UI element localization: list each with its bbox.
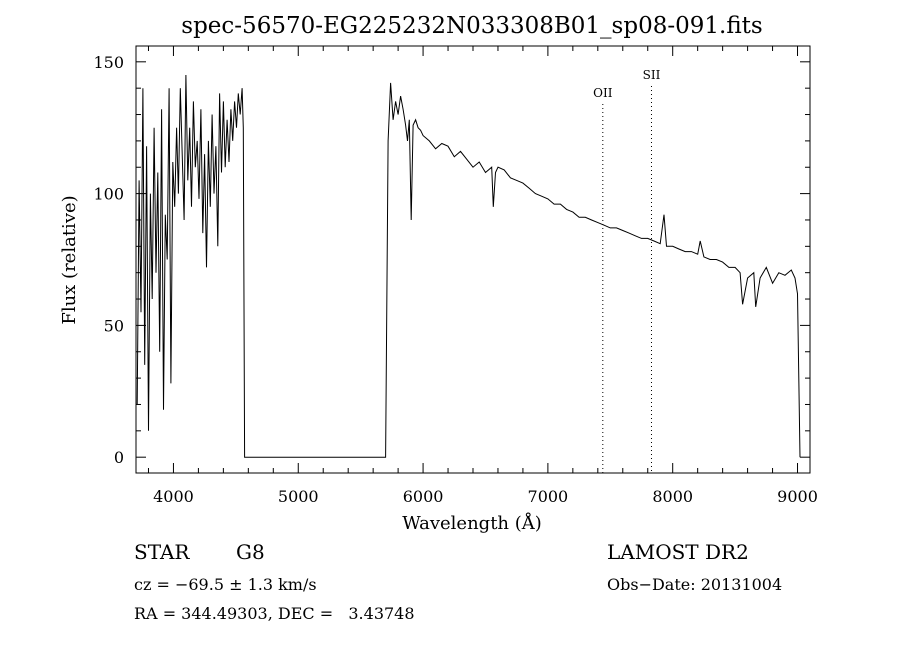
obs-date: Obs−Date: 20131004 [607, 575, 783, 594]
spectrum-line [136, 74, 801, 458]
object-subclass: G8 [236, 540, 265, 564]
x-tick-label: 5000 [278, 487, 319, 506]
y-tick-label: 0 [114, 448, 124, 467]
y-tick-label: 100 [93, 185, 124, 204]
x-tick-label: 9000 [777, 487, 818, 506]
velocity-readout: cz = −69.5 ± 1.3 km/s [134, 575, 317, 594]
y-axis-label: Flux (relative) [59, 195, 80, 324]
coordinates: RA = 344.49303, DEC = 3.43748 [134, 604, 415, 623]
line-annotations: OII SII [593, 68, 661, 473]
axis-ticks [136, 46, 810, 473]
object-class: STAR [134, 540, 190, 564]
x-axis-label: Wavelength (Å) [402, 512, 542, 534]
x-tick-label: 7000 [528, 487, 569, 506]
x-tick-label: 6000 [403, 487, 444, 506]
y-tick-label: 150 [93, 53, 124, 72]
tick-labels: 4000 5000 6000 7000 8000 9000 0 50 100 150 [93, 53, 817, 506]
annotation-label: SII [643, 68, 661, 82]
y-tick-label: 50 [104, 316, 124, 335]
x-tick-label: 4000 [153, 487, 194, 506]
chart-title: spec-56570-EG225232N033308B01_sp08-091.f… [181, 13, 762, 39]
survey-name: LAMOST DR2 [607, 540, 749, 564]
annotation-label: OII [593, 86, 613, 100]
x-tick-label: 8000 [652, 487, 693, 506]
